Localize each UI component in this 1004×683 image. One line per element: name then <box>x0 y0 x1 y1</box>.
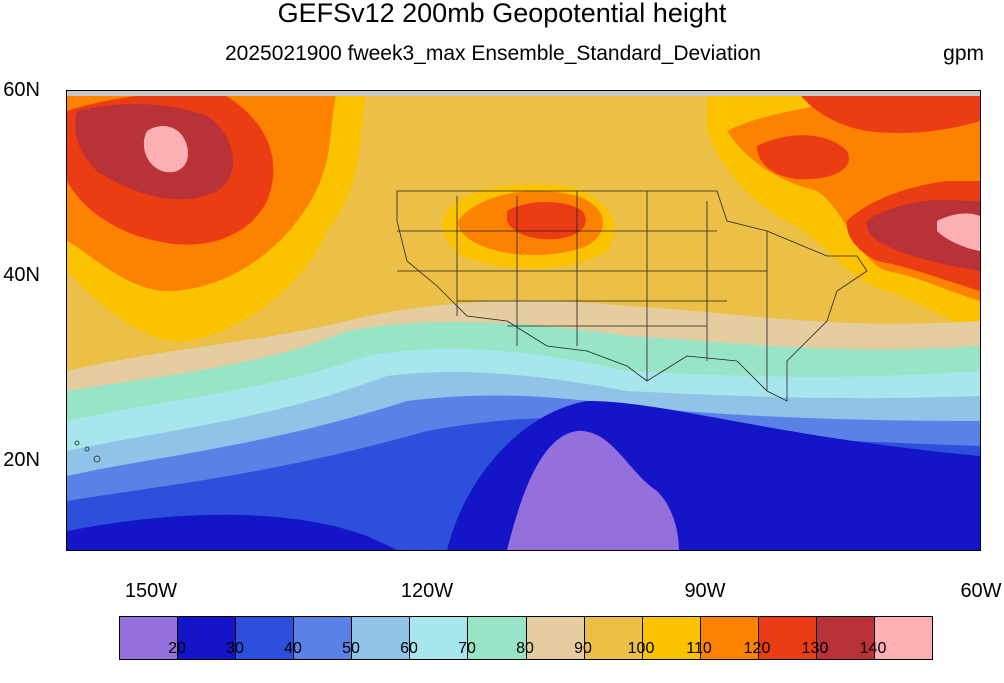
colorbar-swatch <box>816 617 876 659</box>
lat-label-60n: 60N <box>3 79 40 101</box>
lon-label-120w: 120W <box>400 580 454 602</box>
colorbar-label: 30 <box>226 640 244 657</box>
colorbar <box>119 616 933 660</box>
colorbar-label: 50 <box>342 640 360 657</box>
colorbar-label: 70 <box>458 640 476 657</box>
lon-label-150w: 150W <box>124 580 178 602</box>
colorbar-label: 40 <box>284 640 302 657</box>
colorbar-label: 130 <box>801 640 829 657</box>
colorbar-swatch <box>294 617 353 659</box>
state-boundaries <box>396 190 868 402</box>
chart-title: GEFSv12 200mb Geopotential height <box>277 0 727 28</box>
colorbar-swatch <box>352 617 411 659</box>
colorbar-swatch <box>875 617 933 659</box>
colorbar-label: 100 <box>627 640 655 657</box>
lon-label-60w: 60W <box>960 580 1002 602</box>
colorbar-label: 20 <box>168 640 186 657</box>
colorbar-swatch <box>526 617 585 659</box>
colorbar-label: 140 <box>859 640 887 657</box>
colorbar-label: 60 <box>400 640 418 657</box>
colorbar-swatch <box>236 617 295 659</box>
lon-label-90w: 90W <box>684 580 726 602</box>
colorbar-swatch <box>178 617 237 659</box>
map-panel <box>66 90 981 551</box>
colorbar-swatch <box>642 617 701 659</box>
colorbar-swatch <box>410 617 469 659</box>
colorbar-swatch <box>120 617 179 659</box>
lat-label-40n: 40N <box>3 264 40 286</box>
contour-field <box>67 91 980 550</box>
colorbar-label: 90 <box>574 640 592 657</box>
chart-subtitle: 2025021900 fweek3_max Ensemble_Standard_… <box>225 42 761 65</box>
units-label: gpm <box>943 42 984 65</box>
lat-label-20n: 20N <box>3 449 40 471</box>
colorbar-label: 80 <box>516 640 534 657</box>
colorbar-label: 110 <box>686 640 712 657</box>
colorbar-swatch <box>584 617 643 659</box>
colorbar-swatch <box>468 617 527 659</box>
colorbar-swatch <box>700 617 759 659</box>
colorbar-label: 120 <box>743 640 771 657</box>
colorbar-swatch <box>758 617 817 659</box>
